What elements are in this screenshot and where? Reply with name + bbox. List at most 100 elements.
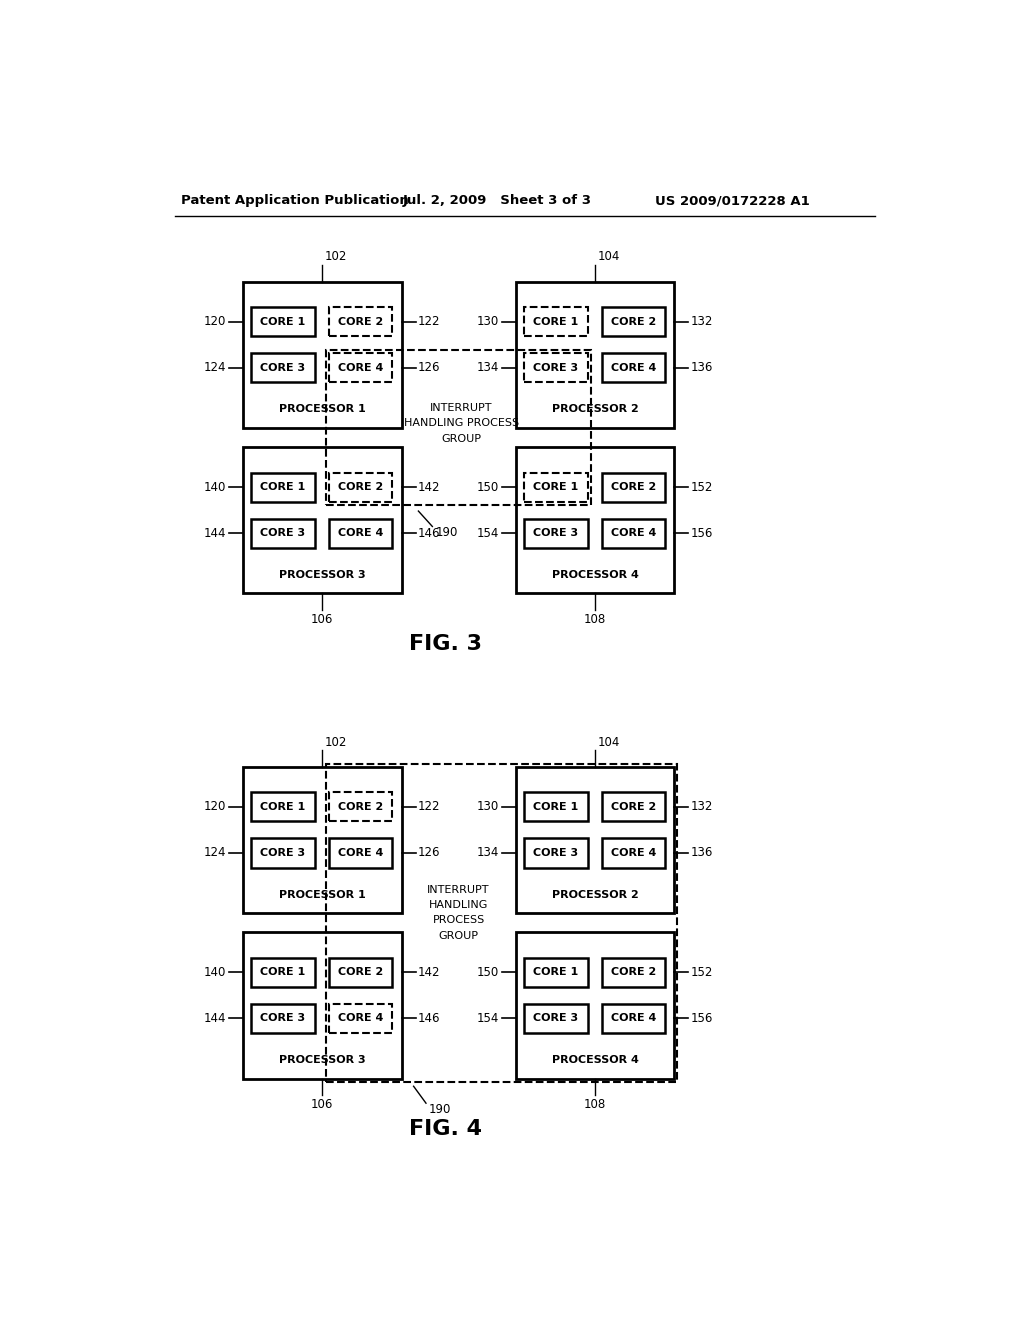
- Bar: [251, 308, 314, 337]
- Bar: [524, 1003, 588, 1034]
- Text: CORE 1: CORE 1: [534, 968, 579, 977]
- Text: PROCESSOR 4: PROCESSOR 4: [552, 1055, 638, 1065]
- Text: FIG. 4: FIG. 4: [410, 1118, 482, 1139]
- Text: CORE 2: CORE 2: [338, 968, 383, 977]
- Bar: [329, 792, 392, 821]
- Bar: [251, 792, 314, 821]
- Text: CORE 4: CORE 4: [610, 528, 656, 539]
- Text: 122: 122: [418, 315, 440, 329]
- Text: 104: 104: [598, 251, 621, 264]
- Bar: [251, 958, 314, 987]
- Bar: [524, 354, 588, 383]
- Text: PROCESSOR 4: PROCESSOR 4: [552, 570, 638, 579]
- Text: PROCESSOR 2: PROCESSOR 2: [552, 404, 638, 414]
- Bar: [515, 447, 675, 594]
- Bar: [329, 1003, 392, 1034]
- Text: 124: 124: [204, 846, 226, 859]
- Text: CORE 1: CORE 1: [534, 317, 579, 326]
- Text: US 2009/0172228 A1: US 2009/0172228 A1: [655, 194, 810, 207]
- Text: CORE 3: CORE 3: [260, 1014, 305, 1023]
- Text: CORE 1: CORE 1: [534, 801, 579, 812]
- Bar: [251, 838, 314, 867]
- Text: 140: 140: [204, 480, 226, 494]
- Text: 124: 124: [204, 362, 226, 375]
- Bar: [601, 958, 665, 987]
- Text: CORE 2: CORE 2: [610, 482, 656, 492]
- Text: 144: 144: [204, 527, 226, 540]
- Bar: [524, 519, 588, 548]
- Text: HANDLING: HANDLING: [429, 900, 488, 909]
- Bar: [524, 792, 588, 821]
- Text: 130: 130: [477, 800, 500, 813]
- Text: CORE 2: CORE 2: [338, 317, 383, 326]
- Text: PROCESSOR 3: PROCESSOR 3: [279, 1055, 366, 1065]
- Bar: [329, 308, 392, 337]
- Bar: [601, 354, 665, 383]
- Bar: [524, 838, 588, 867]
- Text: CORE 1: CORE 1: [260, 801, 305, 812]
- Text: 136: 136: [690, 362, 713, 375]
- Bar: [515, 767, 675, 913]
- Text: 146: 146: [418, 1012, 440, 1026]
- Bar: [329, 519, 392, 548]
- Bar: [524, 473, 588, 502]
- Text: PROCESSOR 2: PROCESSOR 2: [552, 890, 638, 899]
- Bar: [326, 763, 678, 1081]
- Text: CORE 4: CORE 4: [338, 1014, 383, 1023]
- Text: 150: 150: [477, 966, 500, 979]
- Text: INTERRUPT: INTERRUPT: [430, 403, 493, 413]
- Text: CORE 2: CORE 2: [338, 482, 383, 492]
- Text: 108: 108: [584, 612, 606, 626]
- Text: 154: 154: [477, 1012, 500, 1026]
- Bar: [251, 473, 314, 502]
- Bar: [515, 932, 675, 1078]
- Bar: [243, 767, 401, 913]
- Text: CORE 3: CORE 3: [260, 363, 305, 372]
- Text: CORE 2: CORE 2: [338, 801, 383, 812]
- Text: CORE 3: CORE 3: [260, 847, 305, 858]
- Text: CORE 3: CORE 3: [534, 847, 579, 858]
- Bar: [601, 1003, 665, 1034]
- Text: 126: 126: [418, 846, 440, 859]
- Text: 140: 140: [204, 966, 226, 979]
- Text: PROCESSOR 1: PROCESSOR 1: [279, 404, 366, 414]
- Text: 120: 120: [204, 800, 226, 813]
- Text: 106: 106: [311, 612, 334, 626]
- Text: CORE 3: CORE 3: [534, 363, 579, 372]
- Bar: [243, 447, 401, 594]
- Text: 154: 154: [477, 527, 500, 540]
- Text: 142: 142: [418, 480, 440, 494]
- Bar: [524, 958, 588, 987]
- Text: 132: 132: [690, 315, 713, 329]
- Text: 142: 142: [418, 966, 440, 979]
- Bar: [601, 519, 665, 548]
- Bar: [251, 519, 314, 548]
- Bar: [251, 1003, 314, 1034]
- Text: GROUP: GROUP: [438, 931, 478, 941]
- Text: GROUP: GROUP: [441, 434, 481, 444]
- Text: FIG. 3: FIG. 3: [410, 634, 482, 653]
- Bar: [243, 932, 401, 1078]
- Text: CORE 4: CORE 4: [338, 363, 383, 372]
- Bar: [515, 281, 675, 428]
- Bar: [329, 354, 392, 383]
- Text: 150: 150: [477, 480, 500, 494]
- Text: CORE 2: CORE 2: [610, 801, 656, 812]
- Text: PROCESSOR 1: PROCESSOR 1: [279, 890, 366, 899]
- Text: 152: 152: [690, 966, 713, 979]
- Text: 102: 102: [325, 251, 347, 264]
- Text: 132: 132: [690, 800, 713, 813]
- Text: CORE 3: CORE 3: [534, 528, 579, 539]
- Text: CORE 2: CORE 2: [610, 317, 656, 326]
- Text: CORE 4: CORE 4: [338, 528, 383, 539]
- Text: CORE 3: CORE 3: [534, 1014, 579, 1023]
- Text: PROCESS: PROCESS: [432, 915, 484, 925]
- Text: 152: 152: [690, 480, 713, 494]
- Bar: [329, 838, 392, 867]
- Text: CORE 4: CORE 4: [610, 847, 656, 858]
- Text: 190: 190: [435, 527, 458, 539]
- Text: CORE 4: CORE 4: [610, 363, 656, 372]
- Text: CORE 4: CORE 4: [338, 847, 383, 858]
- Text: Patent Application Publication: Patent Application Publication: [180, 194, 409, 207]
- Text: 156: 156: [690, 1012, 713, 1026]
